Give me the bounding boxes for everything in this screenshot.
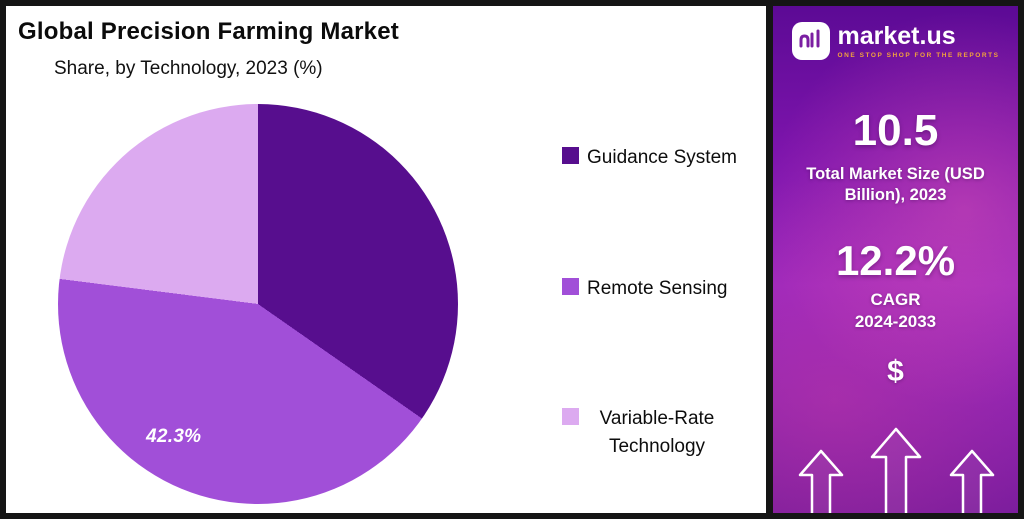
legend-label: Variable-Rate Technology (599, 408, 715, 457)
growth-arrows-icon (798, 427, 994, 513)
legend-item-remote-sensing: Remote Sensing (562, 275, 737, 303)
brand-tagline: ONE STOP SHOP FOR THE REPORTS (837, 52, 1000, 60)
cagr-label-line2: 2024-2033 (854, 311, 937, 331)
legend: Guidance System Remote Sensing Variable-… (562, 144, 737, 460)
cagr-value: 12.2% (835, 236, 956, 284)
brand-name: market.us (837, 21, 956, 50)
legend-item-variable-rate-technology: Variable-Rate Technology (562, 405, 737, 460)
brand-logo: market.us ONE STOP SHOP FOR THE REPORTS (791, 21, 1000, 60)
legend-swatch-remote-sensing (562, 277, 579, 295)
market-size-value: 10.5 (852, 106, 939, 155)
pie-data-label: 42.3% (146, 426, 202, 447)
cagr-label: CAGR 2024-2033 (855, 289, 936, 333)
pulse-wave-icon (799, 29, 819, 48)
pie-chart: 42.3% (58, 104, 458, 504)
cagr-label-line1: CAGR (870, 289, 921, 309)
page-title: Global Precision Farming Market (18, 18, 399, 45)
brand-text-block: market.us ONE STOP SHOP FOR THE REPORTS (837, 21, 1000, 60)
legend-swatch-guidance-system (562, 147, 579, 164)
legend-label: Guidance System (587, 147, 737, 168)
market-size-label: Total Market Size (USD Billion), 2023 (806, 165, 985, 205)
chart-panel: Global Precision Farming Market Share, b… (6, 6, 766, 513)
promo-panel: market.us ONE STOP SHOP FOR THE REPORTS … (766, 6, 1018, 513)
legend-swatch-variable-rate-technology (562, 408, 579, 426)
legend-item-guidance-system: Guidance System (562, 144, 737, 172)
dollar-icon: $ (887, 355, 904, 389)
brand-logo-icon (791, 22, 830, 60)
legend-label: Remote Sensing (587, 277, 728, 299)
chart-subtitle: Share, by Technology, 2023 (%) (54, 58, 323, 79)
